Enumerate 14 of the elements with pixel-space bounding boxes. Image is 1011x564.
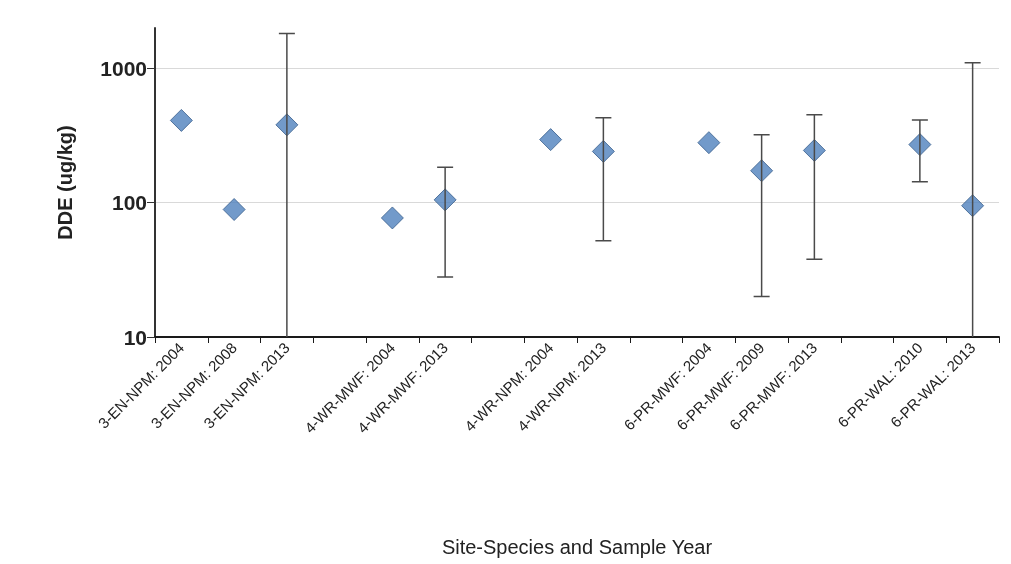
point (380, 206, 404, 230)
point (591, 139, 615, 163)
y-tick-label: 1000 (100, 56, 147, 80)
point (750, 159, 774, 183)
point (169, 108, 193, 132)
point (222, 198, 246, 222)
y-axis-title: DDE (ug/kg) (54, 125, 76, 240)
y-tick-label: 100 (111, 191, 147, 215)
point (539, 128, 563, 152)
x-axis-title: Site-Species and Sample Year (441, 536, 713, 558)
point (697, 131, 721, 155)
point (802, 138, 826, 162)
point (961, 194, 985, 218)
y-tick-label: 10 (123, 325, 147, 349)
